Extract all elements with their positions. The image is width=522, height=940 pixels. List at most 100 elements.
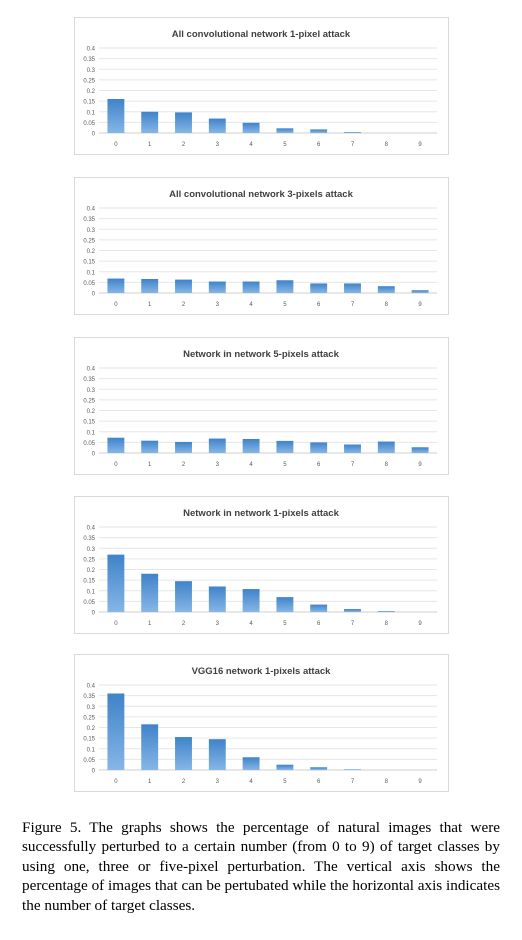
bar-8 [377, 286, 395, 293]
bar-8 [377, 611, 395, 612]
y-tick-label: 0.1 [87, 430, 96, 436]
y-tick-label: 0.4 [87, 47, 96, 53]
x-tick-label: 2 [182, 302, 186, 308]
y-tick-label: 0.2 [87, 249, 96, 255]
figure-caption: Figure 5. The graphs shows the percentag… [22, 819, 500, 914]
bar-2 [175, 581, 192, 612]
bar-4 [242, 438, 260, 453]
x-tick-label: 4 [249, 462, 253, 468]
chart-panel-5: VGG16 network 1-pixels attack 0 0.05 0.1 0.1… [74, 654, 449, 792]
x-tick-label: 3 [216, 779, 220, 785]
bar-9 [411, 290, 429, 293]
y-tick-label: 0.4 [87, 526, 96, 532]
y-tick-label: 0.2 [87, 409, 96, 415]
chart-title: Network in network 1-pixels attack [183, 508, 339, 519]
bar-0 [107, 278, 125, 293]
x-tick-label: 3 [216, 621, 220, 627]
bar-6 [310, 767, 328, 770]
bar-3 [208, 739, 226, 770]
bar-2 [175, 112, 192, 133]
y-tick-label: 0.05 [83, 121, 95, 127]
y-tick-label: 0.4 [87, 684, 96, 690]
bar-7 [344, 769, 361, 770]
x-tick-label: 1 [148, 462, 152, 468]
y-tick-label: 0.15 [83, 260, 95, 266]
y-tick-label: 0.35 [83, 217, 95, 223]
x-tick-label: 6 [317, 462, 321, 468]
y-tick-label: 0 [92, 769, 96, 775]
x-tick-label: 7 [351, 462, 355, 468]
y-tick-label: 0 [92, 292, 96, 298]
y-tick-label: 0.1 [87, 270, 96, 276]
y-tick-label: 0.25 [83, 398, 95, 404]
bar-1 [141, 440, 159, 453]
bar-2 [175, 279, 192, 293]
bar-6 [310, 129, 328, 133]
x-tick-label: 0 [114, 142, 118, 148]
chart-1: All convolutional network 1-pixel attack… [83, 29, 437, 148]
bar-3 [208, 118, 226, 133]
x-tick-label: 6 [317, 779, 321, 785]
y-tick-label: 0 [92, 132, 96, 138]
x-tick-label: 9 [418, 462, 422, 468]
y-tick-label: 0.25 [83, 78, 95, 84]
y-tick-label: 0.25 [83, 557, 95, 563]
y-tick-label: 0.15 [83, 100, 95, 106]
y-tick-label: 0.3 [87, 388, 96, 394]
y-tick-label: 0.35 [83, 377, 95, 383]
bar-0 [107, 99, 125, 133]
x-tick-label: 2 [182, 462, 186, 468]
bar-4 [242, 757, 260, 770]
x-tick-label: 3 [216, 462, 220, 468]
x-tick-label: 2 [182, 621, 186, 627]
chart-panel-3: Network in network 5-pixels attack 0 0.05 0… [74, 337, 449, 475]
y-tick-label: 0.2 [87, 726, 96, 732]
y-tick-label: 0.35 [83, 694, 95, 700]
x-tick-label: 9 [418, 142, 422, 148]
x-tick-label: 5 [283, 621, 287, 627]
bar-0 [107, 437, 125, 453]
bar-0 [107, 554, 125, 612]
bar-4 [242, 281, 260, 293]
bar-3 [208, 438, 226, 453]
x-tick-label: 7 [351, 302, 355, 308]
y-tick-label: 0.35 [83, 536, 95, 542]
bar-3 [208, 586, 226, 612]
x-tick-label: 6 [317, 302, 321, 308]
bar-3 [208, 281, 226, 293]
x-tick-label: 8 [385, 462, 389, 468]
x-tick-label: 7 [351, 142, 355, 148]
bar-1 [141, 111, 159, 133]
y-tick-label: 0.05 [83, 441, 95, 447]
bar-4 [242, 589, 260, 612]
x-tick-label: 4 [249, 621, 253, 627]
bar-1 [141, 573, 159, 612]
x-tick-label: 7 [351, 779, 355, 785]
x-tick-label: 8 [385, 302, 389, 308]
bar-5 [276, 764, 294, 770]
chart-title: All convolutional network 3-pixels attac… [169, 189, 353, 200]
y-tick-label: 0.1 [87, 110, 96, 116]
x-tick-label: 5 [283, 302, 287, 308]
chart-panel-2: All convolutional network 3-pixels attac… [74, 177, 449, 315]
chart-3: Network in network 5-pixels attack 0 0.05 0… [83, 349, 437, 468]
y-tick-label: 0.3 [87, 228, 96, 234]
bar-8 [377, 441, 395, 453]
chart-4: Network in network 1-pixels attack 0 0.05 0… [83, 508, 437, 627]
y-tick-label: 0.05 [83, 758, 95, 764]
x-tick-label: 1 [148, 142, 152, 148]
bar-9 [411, 447, 429, 453]
y-tick-label: 0.05 [83, 600, 95, 606]
x-tick-label: 5 [283, 462, 287, 468]
chart-title: All convolutional network 1-pixel attack [172, 29, 351, 40]
y-tick-label: 0.2 [87, 89, 96, 95]
bar-2 [175, 737, 192, 770]
bar-7 [344, 283, 361, 293]
x-tick-label: 8 [385, 779, 389, 785]
chart-5: VGG16 network 1-pixels attack 0 0.05 0.1 0.1… [83, 666, 437, 785]
y-tick-label: 0.3 [87, 68, 96, 74]
x-tick-label: 0 [114, 621, 118, 627]
x-tick-label: 5 [283, 142, 287, 148]
x-tick-label: 3 [216, 142, 220, 148]
y-tick-label: 0.3 [87, 705, 96, 711]
